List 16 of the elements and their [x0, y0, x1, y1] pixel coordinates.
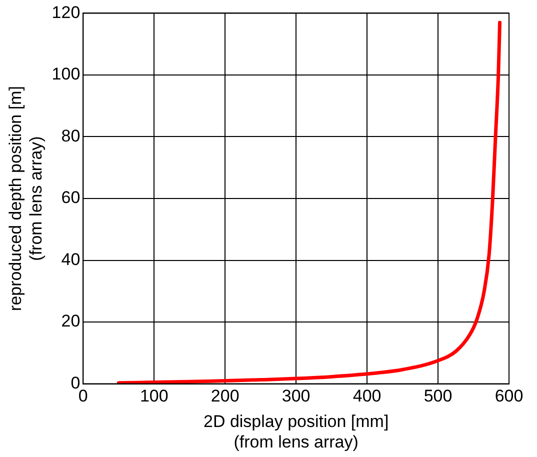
x-tick-label: 300 — [282, 386, 310, 406]
y-axis-title: reproduced depth position [m] (from lens array) — [6, 86, 46, 311]
x-tick-label: 200 — [210, 386, 240, 406]
y-tick-label: 80 — [61, 126, 80, 146]
y-tick-label: 0 — [70, 373, 80, 392]
x-tick-label: 100 — [140, 386, 168, 406]
y-tick-label: 100 — [52, 64, 80, 84]
line-series — [116, 20, 502, 384]
y-tick-label: 60 — [61, 188, 80, 208]
y-tick-label: 20 — [61, 312, 80, 331]
x-tick-label: 400 — [352, 386, 382, 406]
y-tick-label: 120 — [52, 2, 80, 22]
y-tick-label: 40 — [61, 250, 80, 269]
x-axis-title: 2D display position [mm] (from lens array) — [203, 412, 389, 452]
x-tick-label: 500 — [424, 386, 452, 406]
x-tick-label: 600 — [494, 386, 524, 406]
